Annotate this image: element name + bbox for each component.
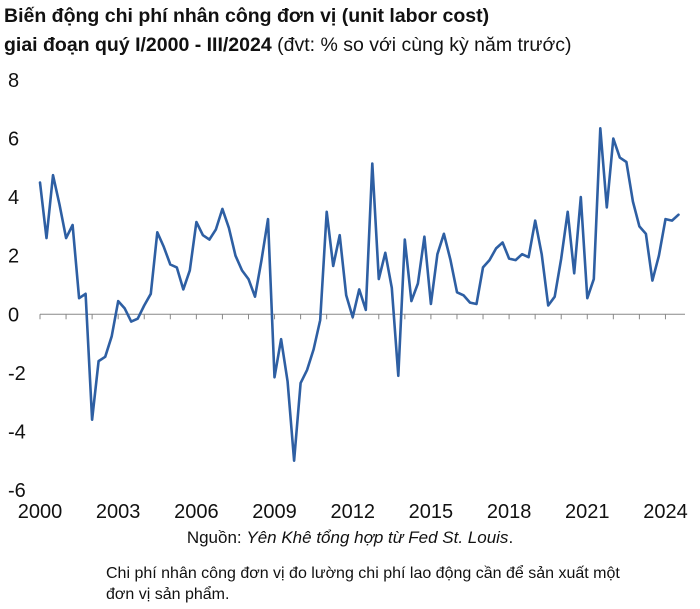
y-tick-label: 2	[8, 246, 19, 268]
source-text: Yên Khê tổng hợp từ Fed St. Louis	[246, 528, 509, 547]
x-tick-label: 2003	[96, 501, 141, 523]
series-layer	[38, 127, 680, 463]
y-tick-label: 6	[8, 129, 19, 151]
y-tick-label: -4	[8, 421, 26, 443]
source-caption: Nguồn: Yên Khê tổng hợp từ Fed St. Louis…	[0, 528, 700, 548]
x-tick-label: 2009	[252, 501, 297, 523]
x-tick-label: 2021	[565, 501, 610, 523]
y-tick-label: -2	[8, 363, 26, 385]
title-line-2: giai đoạn quý I/2000 - III/2024 (đvt: % …	[4, 31, 698, 60]
x-axis	[39, 313, 685, 320]
chart-title: Biến động chi phí nhân công đơn vị (unit…	[4, 2, 698, 60]
source-suffix: .	[508, 528, 514, 547]
x-tick-label: 2000	[18, 501, 63, 523]
x-tick-label: 2012	[330, 501, 375, 523]
title-unit: (đvt: % so với cùng kỳ năm trước)	[271, 34, 572, 56]
y-axis-ticks: -6 -4 -2 0 2 4 6 8	[8, 70, 26, 502]
x-axis-ticks: 2000 2003 2006 2009 2012 2015 2018 2021 2024	[18, 501, 688, 523]
x-tick-label: 2006	[174, 501, 219, 523]
series-line	[38, 127, 680, 463]
x-tick-label: 2024	[643, 501, 688, 523]
y-tick-label: 4	[8, 187, 19, 209]
y-tick-label: -6	[8, 480, 26, 502]
title-period: giai đoạn quý I/2000 - III/2024	[4, 34, 272, 56]
x-tick-label: 2018	[487, 501, 532, 523]
title-line-1: Biến động chi phí nhân công đơn vị (unit…	[4, 5, 490, 27]
y-tick-label: 8	[8, 70, 19, 92]
source-prefix: Nguồn:	[186, 528, 247, 547]
footnote: Chi phí nhân công đơn vị đo lường chi ph…	[106, 565, 620, 603]
x-tick-label: 2015	[409, 501, 454, 523]
y-tick-label: 0	[8, 304, 19, 326]
